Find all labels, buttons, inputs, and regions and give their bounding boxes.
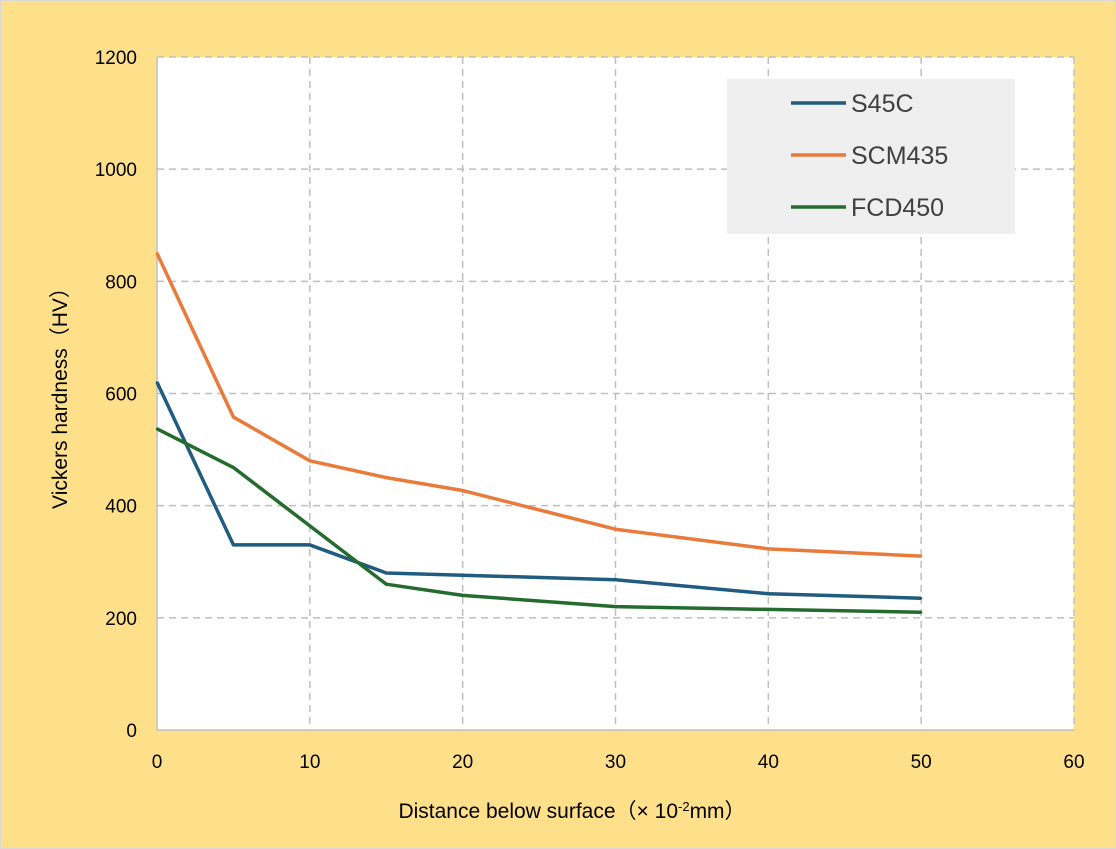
x-tick-label: 60 (1063, 752, 1084, 773)
y-tick-label: 800 (105, 272, 137, 293)
x-tick-label: 50 (911, 752, 932, 773)
legend-label-fcd450: FCD450 (851, 194, 944, 222)
y-tick-label: 200 (105, 609, 137, 630)
y-tick-label: 1200 (95, 48, 137, 69)
data-point-scm435 (232, 415, 235, 419)
legend: S45C SCM435 FCD450 (727, 79, 1015, 234)
legend-label-scm435: SCM435 (851, 142, 948, 170)
y-tick-label: 400 (105, 497, 137, 518)
x-axis-ticks: 0 10 20 30 40 50 60 (152, 752, 1085, 773)
y-axis-label: Vickers hardness（HV） (49, 277, 72, 509)
data-point-scm435 (767, 547, 770, 551)
x-axis-label-unit: mm） (690, 800, 746, 823)
data-point-fcd450 (385, 582, 388, 586)
data-point-fcd450 (232, 466, 235, 469)
y-axis-ticks: 0 200 400 600 800 1000 1200 (95, 48, 137, 742)
data-point-s45c (919, 597, 923, 600)
data-point-scm435 (308, 459, 312, 462)
x-axis-label-exponent: -2 (678, 799, 690, 814)
data-point-s45c (308, 543, 312, 547)
x-tick-label: 20 (452, 752, 473, 773)
x-tick-label: 40 (758, 752, 779, 773)
data-point-fcd450 (155, 427, 159, 431)
data-point-fcd450 (919, 611, 923, 614)
y-tick-label: 1000 (95, 160, 137, 181)
x-tick-label: 30 (605, 752, 626, 773)
data-point-s45c (614, 578, 617, 581)
x-tick-label: 0 (152, 752, 163, 773)
data-point-scm435 (155, 252, 159, 255)
data-point-scm435 (614, 528, 617, 531)
data-point-fcd450 (767, 608, 770, 611)
data-point-s45c (767, 592, 770, 595)
data-point-s45c (232, 543, 235, 547)
series-line-scm435 (155, 252, 922, 558)
data-point-scm435 (919, 554, 923, 558)
data-point-fcd450 (614, 605, 617, 608)
y-tick-label: 0 (126, 721, 137, 742)
data-point-scm435 (461, 489, 464, 492)
x-axis-label: Distance below surface（× 10-2mm） (398, 799, 745, 824)
data-point-s45c (385, 571, 388, 575)
x-axis-label-main: Distance below surface（× 10 (398, 800, 678, 823)
y-tick-label: 600 (105, 385, 137, 406)
legend-box (727, 79, 1015, 234)
legend-label-s45c: S45C (851, 90, 914, 118)
series-lines (155, 252, 923, 614)
x-tick-label: 10 (299, 752, 320, 773)
data-point-s45c (155, 381, 159, 384)
data-point-scm435 (385, 476, 388, 479)
data-point-fcd450 (461, 594, 464, 597)
